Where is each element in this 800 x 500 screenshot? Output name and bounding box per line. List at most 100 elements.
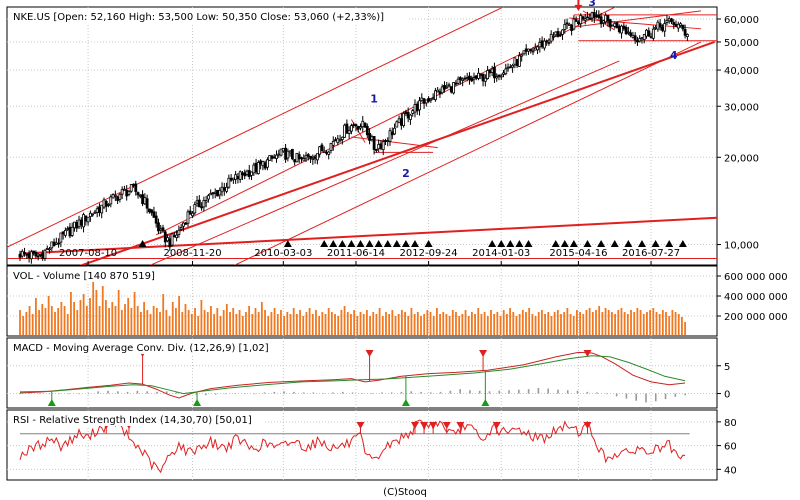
volume-bar	[146, 310, 149, 335]
volume-bar	[550, 316, 553, 335]
price-candle-body	[567, 23, 571, 26]
volume-bar	[324, 314, 327, 335]
volume-bar	[178, 296, 181, 335]
macd-buy-marker	[481, 399, 490, 406]
volume-bar	[31, 314, 34, 335]
volume-bar	[283, 316, 286, 335]
price-trendline	[7, 7, 505, 248]
price-candle-body	[138, 194, 142, 197]
volume-bar	[114, 306, 117, 335]
volume-bar	[130, 308, 133, 335]
price-candle-body	[683, 29, 687, 36]
macd-histogram-bar	[136, 390, 139, 394]
macd-histogram	[19, 388, 686, 403]
price-candle-body	[73, 221, 76, 229]
macd-histogram-bar	[293, 391, 295, 394]
price-candle-body	[479, 74, 483, 77]
macd-buy-marker	[401, 399, 410, 406]
price-candle-body	[129, 184, 133, 192]
macd-histogram-bar	[439, 391, 442, 394]
price-candle-body	[290, 148, 294, 160]
price-candle-body	[86, 216, 90, 223]
volume-bar	[63, 306, 66, 335]
rsi-panel: 80 60 40 RSI - Relative Strength Index (14…	[6, 409, 737, 481]
price-candle-body	[270, 155, 274, 159]
price-annotations: 1 2 3 4	[370, 0, 678, 180]
macd-histogram-bar	[645, 393, 647, 403]
price-candle-body	[497, 74, 501, 77]
price-candle-body	[327, 151, 331, 155]
price-candle-body	[195, 200, 199, 204]
price-candle-body	[495, 76, 499, 79]
price-candle-body	[565, 22, 569, 25]
price-candle-body	[579, 15, 583, 25]
macd-histogram-bar	[586, 391, 589, 394]
macd-lines	[19, 351, 686, 399]
price-signal-markers	[138, 240, 687, 247]
price-candle-body	[202, 199, 206, 208]
volume-bar	[671, 310, 674, 335]
price-x-tick-label: 2010-03-03	[254, 248, 312, 259]
volume-bar	[668, 316, 671, 335]
price-y-tick-label: 10,000	[724, 241, 759, 252]
volume-bar	[184, 304, 187, 335]
volume-bar	[248, 306, 251, 335]
price-annotation-label: 1	[370, 92, 378, 105]
macd-sell-marker	[479, 350, 488, 357]
volume-bar	[273, 308, 276, 335]
price-candle-body	[304, 155, 308, 159]
price-candle-body	[325, 151, 328, 154]
macd-histogram-bar	[410, 391, 413, 394]
price-signal-marker	[374, 240, 383, 247]
price-candle-body	[531, 50, 535, 53]
price-annotation-label: 3	[588, 0, 596, 9]
volume-bar	[22, 316, 25, 335]
price-candle-body	[542, 40, 546, 49]
price-candle-body	[506, 66, 510, 69]
volume-bar	[505, 314, 508, 335]
price-candle-body	[39, 254, 42, 256]
price-candle-body	[179, 227, 183, 230]
price-candle-body	[424, 99, 428, 104]
volume-bar	[448, 316, 451, 335]
volume-bar	[486, 316, 489, 335]
volume-bar	[413, 314, 416, 335]
price-candle-body	[322, 150, 326, 154]
price-candle-body	[533, 47, 537, 51]
price-candle-body	[588, 17, 592, 20]
price-arrow-head	[574, 4, 583, 11]
volume-bar	[445, 314, 448, 335]
price-candle-body	[474, 75, 478, 79]
macd-histogram-bar	[19, 393, 21, 395]
price-signal-marker	[424, 240, 433, 247]
macd-histogram-bar	[165, 391, 168, 394]
price-candle-body	[70, 226, 74, 236]
price-x-tick-label: 2016-07-27	[622, 248, 680, 259]
price-candle-body	[79, 219, 83, 226]
price-candle-body	[82, 214, 85, 228]
price-candle-body	[245, 170, 249, 175]
macd-histogram-bar	[58, 393, 60, 395]
price-candle-body	[52, 241, 56, 247]
price-candle-body	[59, 232, 63, 243]
volume-bar	[264, 310, 266, 335]
volume-bar	[560, 314, 562, 335]
price-candle-body	[388, 130, 392, 142]
price-candle-body	[663, 23, 667, 32]
price-candle-body	[518, 55, 521, 67]
price-y-tick-label: 60,000	[724, 15, 759, 26]
price-candle-body	[288, 150, 292, 154]
volume-bar	[350, 314, 352, 335]
price-candle-body	[629, 32, 633, 36]
macd-grid	[7, 338, 717, 408]
price-candle-body	[647, 30, 651, 37]
price-candle-body	[243, 172, 247, 177]
price-candle-body	[359, 126, 362, 129]
volume-bar	[636, 308, 639, 335]
price-candle-body	[436, 89, 440, 93]
volume-bar	[626, 314, 629, 335]
macd-histogram-bar	[273, 391, 276, 394]
volume-bar	[591, 312, 594, 335]
macd-histogram-bar	[596, 392, 598, 394]
price-candle-body	[438, 91, 442, 95]
